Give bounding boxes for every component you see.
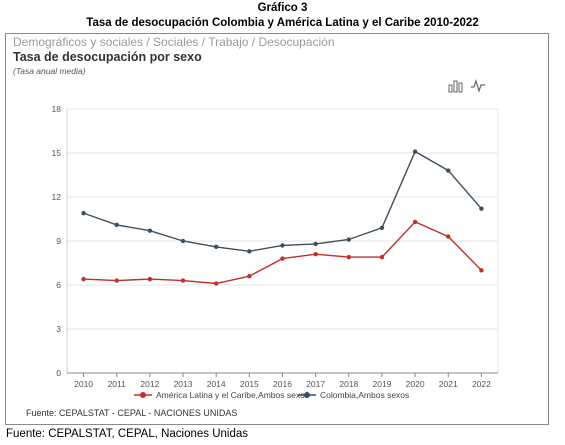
data-point <box>412 219 418 225</box>
data-point <box>247 274 252 279</box>
data-point <box>346 237 352 242</box>
series-line <box>83 221 482 285</box>
legend-label: Colombia,Ambos sexos <box>320 390 409 400</box>
data-point <box>81 210 86 216</box>
chart-source: Fuente: CEPALSTAT - CEPAL - NACIONES UNI… <box>26 408 238 418</box>
data-point <box>346 254 352 260</box>
data-point <box>479 206 484 211</box>
breadcrumb[interactable]: Demográficos y sociales / Sociales / Tra… <box>13 35 335 49</box>
series-line <box>83 150 482 253</box>
data-point <box>379 254 385 260</box>
y-tick-label: 6 <box>56 280 61 290</box>
data-point <box>147 276 153 282</box>
legend-marker <box>140 392 146 398</box>
data-point <box>114 222 119 228</box>
data-point <box>114 278 119 283</box>
data-point <box>313 252 318 257</box>
x-tick-label: 2017 <box>306 379 325 389</box>
x-tick-label: 2011 <box>108 379 127 389</box>
y-tick-label: 15 <box>52 148 62 158</box>
x-tick-label: 2022 <box>472 379 491 389</box>
document-source: Fuente: CEPALSTAT, CEPAL, Naciones Unida… <box>6 428 249 440</box>
data-point <box>180 238 186 244</box>
data-point <box>147 228 153 233</box>
data-point <box>313 241 318 247</box>
line-chart-icon[interactable] <box>470 79 486 93</box>
data-point <box>180 278 186 283</box>
data-point <box>247 249 252 254</box>
x-tick-label: 2016 <box>273 379 292 389</box>
x-tick-label: 2020 <box>406 379 425 389</box>
legend-marker <box>304 392 310 398</box>
data-point <box>213 244 219 250</box>
y-tick-label: 3 <box>56 324 61 334</box>
data-point <box>379 225 385 230</box>
x-tick-label: 2018 <box>339 379 358 389</box>
line-chart: 0 3 6 9 12 15 18 2010 2011 2012 2013 2014 2015 2016 20… <box>52 104 499 400</box>
data-point <box>446 168 451 173</box>
data-point <box>280 243 285 248</box>
x-tick-label: 2010 <box>74 379 93 389</box>
legend-label: América Latina y el Caribe,Ambos sexos <box>156 390 309 400</box>
data-point <box>446 234 451 239</box>
data-point <box>412 149 418 154</box>
chart-title: Tasa de desocupación por sexo <box>13 50 202 64</box>
y-tick-label: 12 <box>52 192 62 202</box>
x-tick-label: 2019 <box>373 379 392 389</box>
data-point <box>479 268 484 273</box>
y-tick-label: 9 <box>56 236 61 246</box>
bar-chart-icon[interactable] <box>448 79 464 93</box>
x-tick-label: 2014 <box>207 379 226 389</box>
document-subheading: Tasa de desocupación Colombia y América … <box>86 17 479 29</box>
chart-subtitle: (Tasa anual media) <box>13 66 86 76</box>
x-tick-label: 2021 <box>439 379 458 389</box>
chart-panel: Demográficos y sociales / Sociales / Tra… <box>5 33 549 425</box>
y-tick-label: 0 <box>56 368 61 378</box>
data-point <box>280 256 285 261</box>
x-tick-label: 2015 <box>240 379 259 389</box>
x-tick-label: 2012 <box>140 379 159 389</box>
x-tick-label: 2013 <box>174 379 193 389</box>
y-tick-label: 18 <box>52 104 62 114</box>
data-point <box>81 276 86 282</box>
document-heading: Gráfico 3 <box>257 2 308 14</box>
data-point <box>213 281 219 286</box>
